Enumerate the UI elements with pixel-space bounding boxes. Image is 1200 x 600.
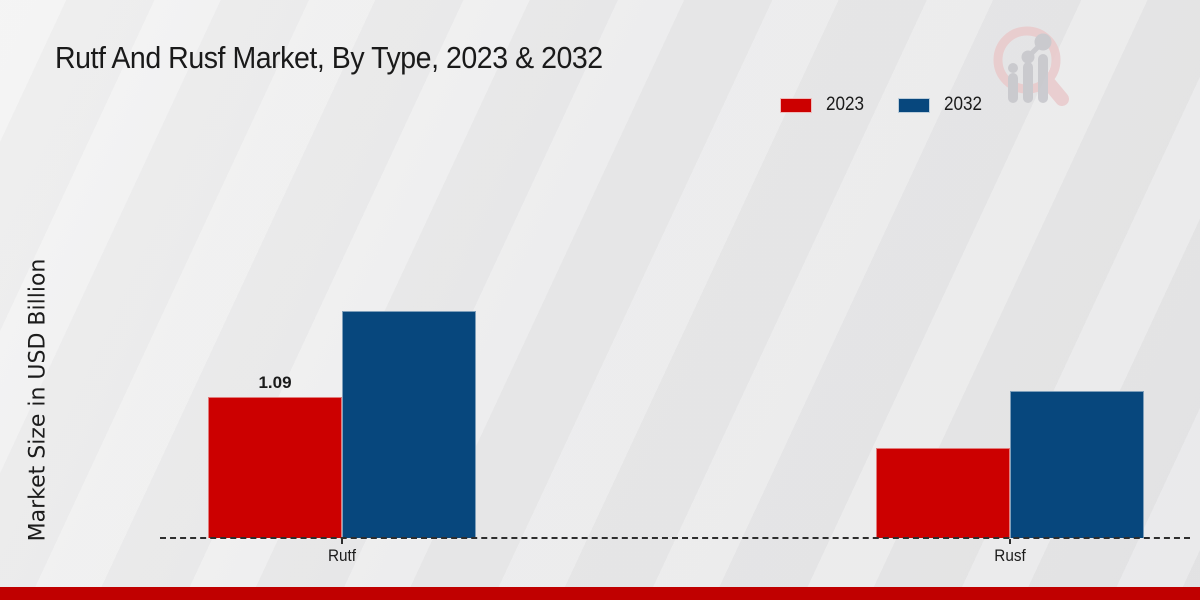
bar-rusf-2023 <box>876 448 1010 538</box>
chart-title: Rutf And Rusf Market, By Type, 2023 & 20… <box>55 40 603 75</box>
footer-accent-bar <box>0 587 1200 600</box>
category-label-rusf: Rusf <box>994 546 1026 565</box>
legend: 2023 2032 <box>780 94 987 116</box>
legend-item-2032: 2032 <box>898 94 986 116</box>
bar-rusf-2032 <box>1010 391 1144 538</box>
x-axis-tick-rusf <box>1009 539 1011 544</box>
bar-pair-rutf: 1.09 <box>208 311 476 538</box>
legend-label-2023: 2023 <box>826 94 865 115</box>
legend-item-2023: 2023 <box>780 94 868 116</box>
bar-rutf-2023: 1.09 <box>208 373 342 538</box>
x-axis-baseline <box>160 537 1190 539</box>
x-axis-tick-rutf <box>341 539 343 544</box>
legend-swatch-2032 <box>898 97 931 113</box>
bar-chart-magnifier-icon <box>993 26 1069 106</box>
bar-value-label-rutf-2023: 1.09 <box>258 373 292 392</box>
bar-pair-rusf <box>876 391 1144 538</box>
bar-group-rusf: Rusf <box>876 391 1144 565</box>
legend-swatch-2023 <box>780 97 812 113</box>
bar-rutf-2032 <box>342 311 476 538</box>
category-label-rutf: Rutf <box>327 546 357 565</box>
legend-label-2032: 2032 <box>944 94 983 115</box>
y-axis-label: Market Size in USD Billion <box>25 258 51 542</box>
bar-group-rutf: 1.09 Rutf <box>208 311 476 565</box>
